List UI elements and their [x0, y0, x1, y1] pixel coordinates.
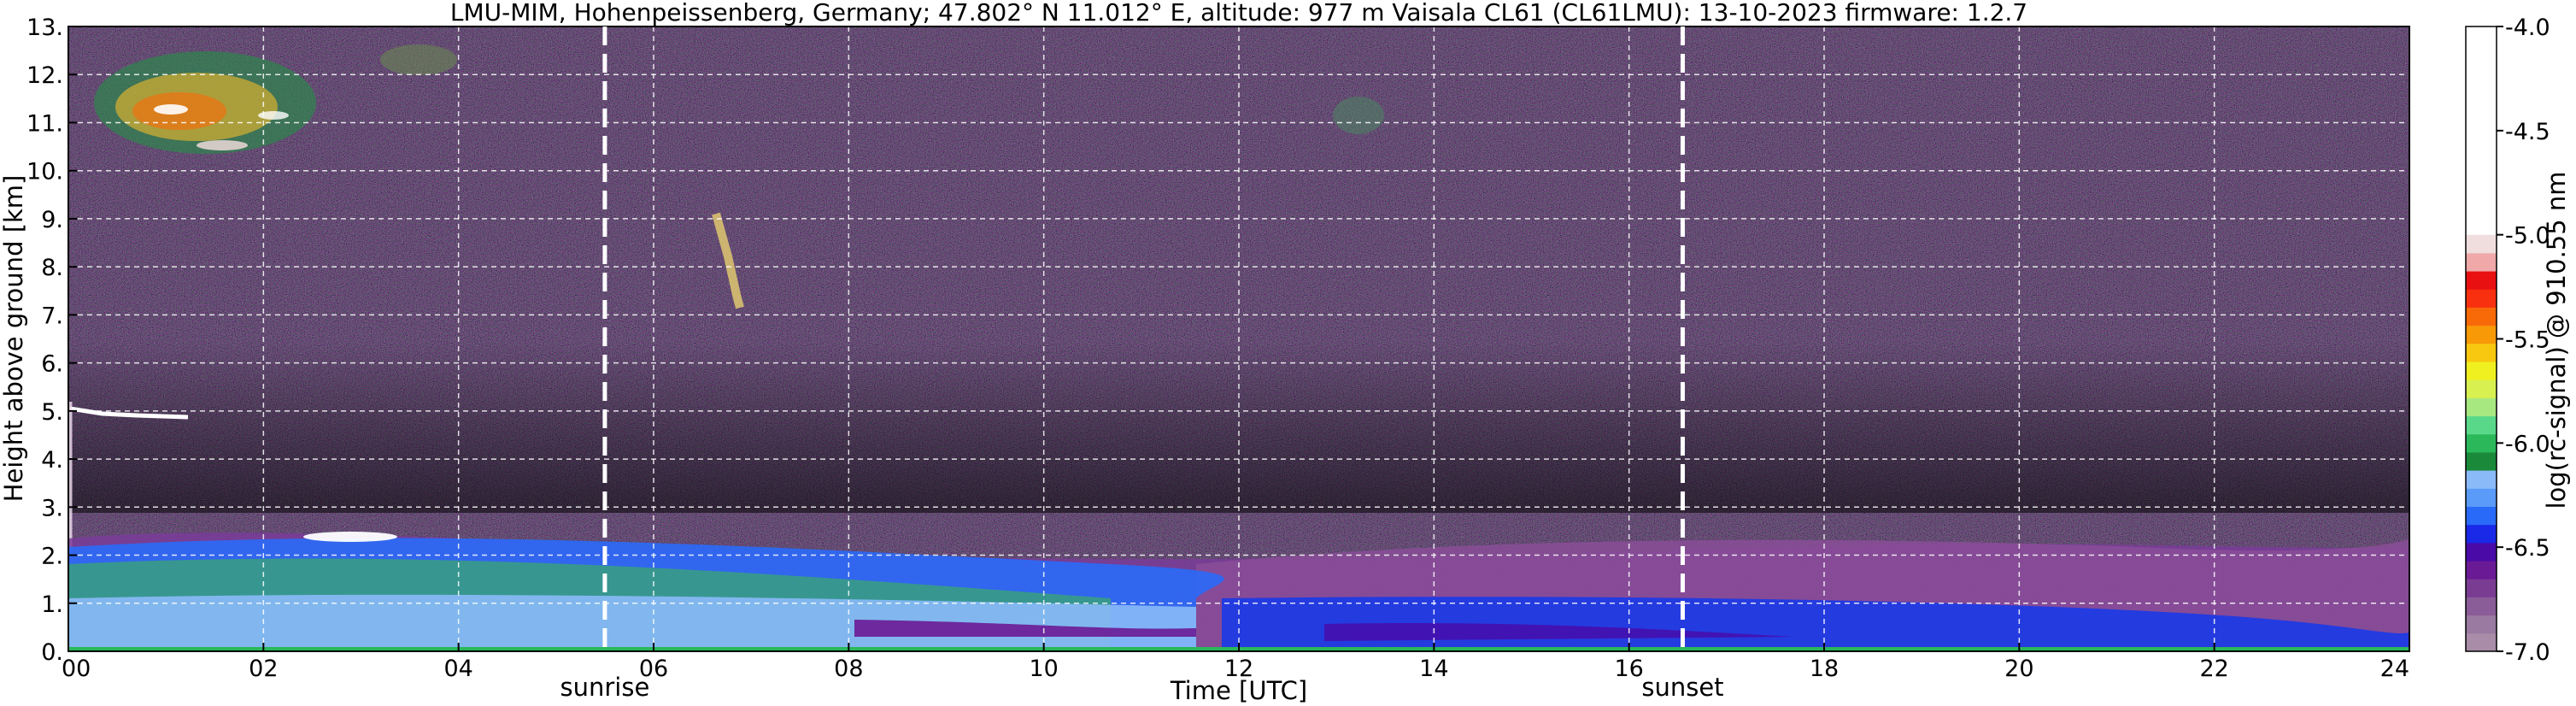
colorbar-tick-label: -6.0 [2505, 431, 2550, 457]
colorbar-band [2466, 397, 2497, 417]
colorbar-band [2466, 451, 2497, 471]
sunset-label: sunset [1641, 673, 1723, 702]
colorbar-band [2466, 271, 2497, 290]
colorbar-band [2466, 579, 2497, 597]
y-tick-label: 0. [41, 639, 63, 666]
colorbar-tick-label: -7.0 [2505, 639, 2550, 666]
y-tick-label: 12. [26, 62, 63, 89]
colorbar-band [2466, 632, 2497, 652]
y-tick-label: 10. [26, 159, 63, 185]
colorbar-band [2466, 379, 2497, 398]
colorbar-tick-label: -5.0 [2505, 223, 2550, 250]
x-tick-label: 12 [1224, 656, 1253, 682]
x-tick-label: 02 [249, 656, 278, 682]
colorbar-band [2466, 615, 2497, 634]
y-tick-label: 3. [41, 495, 63, 521]
y-tick-label: 13. [26, 15, 63, 41]
y-tick-label: 2. [41, 544, 63, 570]
sunrise-label: sunrise [560, 673, 650, 702]
y-tick-label: 7. [41, 303, 63, 329]
colorbar-band [2466, 433, 2497, 453]
x-tick-label: 20 [2004, 656, 2033, 682]
colorbar-tick-label: -4.5 [2505, 119, 2550, 145]
x-axis-label: Time [UTC] [1170, 676, 1307, 705]
colorbar-band [2466, 506, 2497, 526]
colorbar-band [2466, 289, 2497, 308]
colorbar-tick-label: -5.5 [2505, 327, 2550, 354]
grid [68, 26, 2409, 651]
colorbar: -4.0 -4.5 -5.0 -5.5 -6.0 -6.5 -7.0 [2465, 15, 2550, 666]
cirrus-cloud [94, 44, 1384, 154]
colorbar-tick-label: -6.5 [2505, 535, 2550, 562]
y-tick-label: 11. [26, 110, 63, 137]
chart-title: LMU-MIM, Hohenpeissenberg, Germany; 47.8… [450, 0, 2027, 26]
colorbar-band [2466, 252, 2497, 272]
x-tick-label: 22 [2199, 656, 2228, 682]
y-axis-label: Height above ground [km] [0, 175, 28, 503]
x-tick-label: 04 [443, 656, 472, 682]
y-tick-label: 5. [41, 399, 63, 426]
colorbar-label: log(rc-signal) @ 910.55 nm [2542, 171, 2571, 509]
colorbar-band [2466, 343, 2497, 362]
colorbar-band [2466, 561, 2497, 580]
colorbar-band [2466, 597, 2497, 616]
y-tick-label: 6. [41, 351, 63, 378]
x-tick-label: 08 [834, 656, 863, 682]
colorbar-band [2466, 26, 2497, 235]
colorbar-band [2466, 361, 2497, 380]
colorbar-band [2466, 325, 2497, 344]
colorbar-band [2466, 524, 2497, 544]
colorbar-band [2466, 542, 2497, 562]
y-tick-label: 9. [41, 207, 63, 233]
y-tick-label: 8. [41, 255, 63, 281]
x-tick-label: 24 [2380, 656, 2409, 682]
x-tick-label: 18 [1810, 656, 1839, 682]
fall-streak [712, 212, 744, 309]
colorbar-band [2466, 470, 2497, 489]
colorbar-band [2466, 234, 2497, 254]
x-tick-label: 14 [1419, 656, 1448, 682]
colorbar-band [2466, 415, 2497, 435]
colorbar-band [2466, 307, 2497, 327]
low-cloud-edge [69, 406, 189, 420]
x-tick-label: 06 [639, 656, 668, 682]
y-tick-label: 4. [41, 447, 63, 474]
x-tick-label: 00 [62, 656, 91, 682]
x-tick-label: 16 [1614, 656, 1643, 682]
colorbar-tick-label: -4.0 [2505, 15, 2550, 41]
x-tick-label: 10 [1029, 656, 1058, 682]
colorbar-band [2466, 488, 2497, 507]
y-tick-label: 1. [41, 591, 63, 618]
